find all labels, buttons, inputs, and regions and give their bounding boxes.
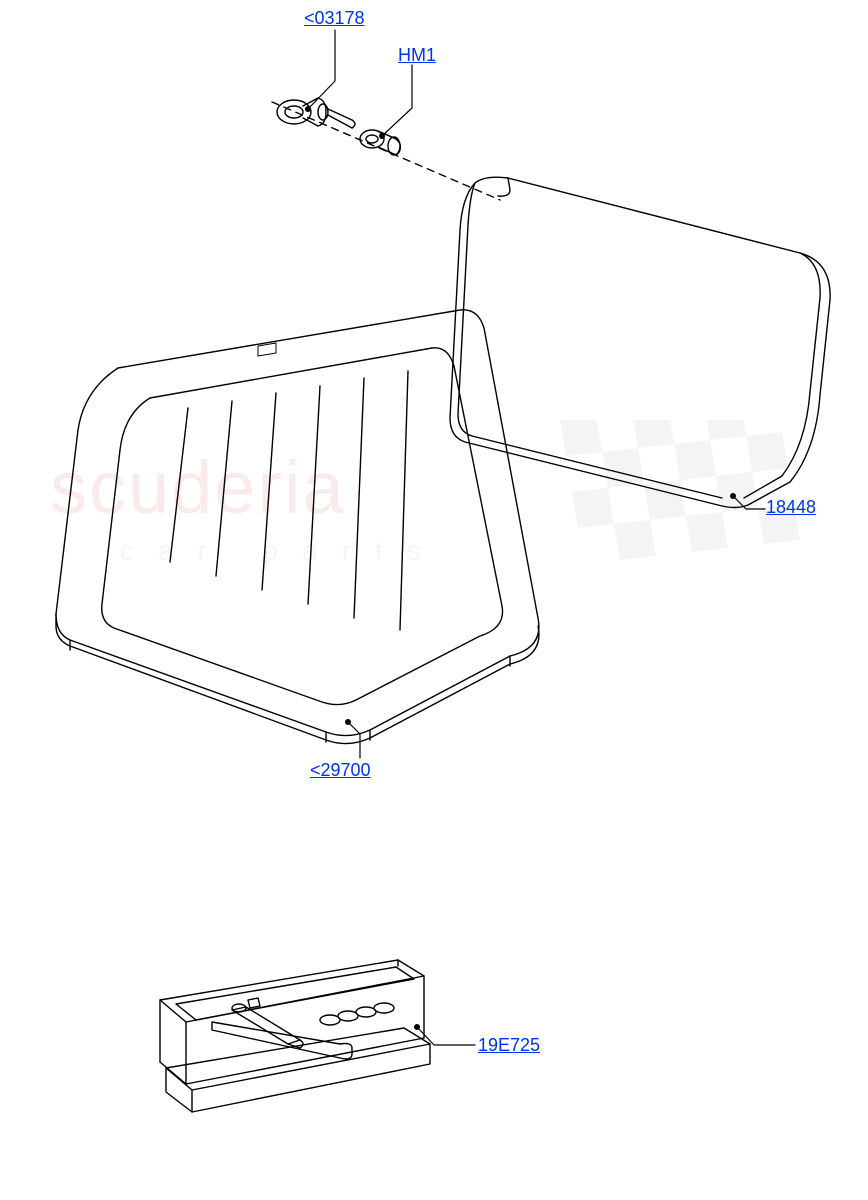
callout-19e725[interactable]: 19E725 [478,1035,540,1056]
callout-hm1[interactable]: HM1 [398,45,436,66]
callout-29700[interactable]: <29700 [310,760,371,781]
callout-18448[interactable]: 18448 [766,497,816,518]
part-rear-glass [450,177,830,507]
part-kit-box [160,960,430,1112]
callout-03178[interactable]: <03178 [304,8,365,29]
parts-diagram: scuderia car parts [0,0,868,1200]
part-side-glass [56,310,539,744]
part-plug [277,98,355,128]
line-art [0,0,868,1200]
